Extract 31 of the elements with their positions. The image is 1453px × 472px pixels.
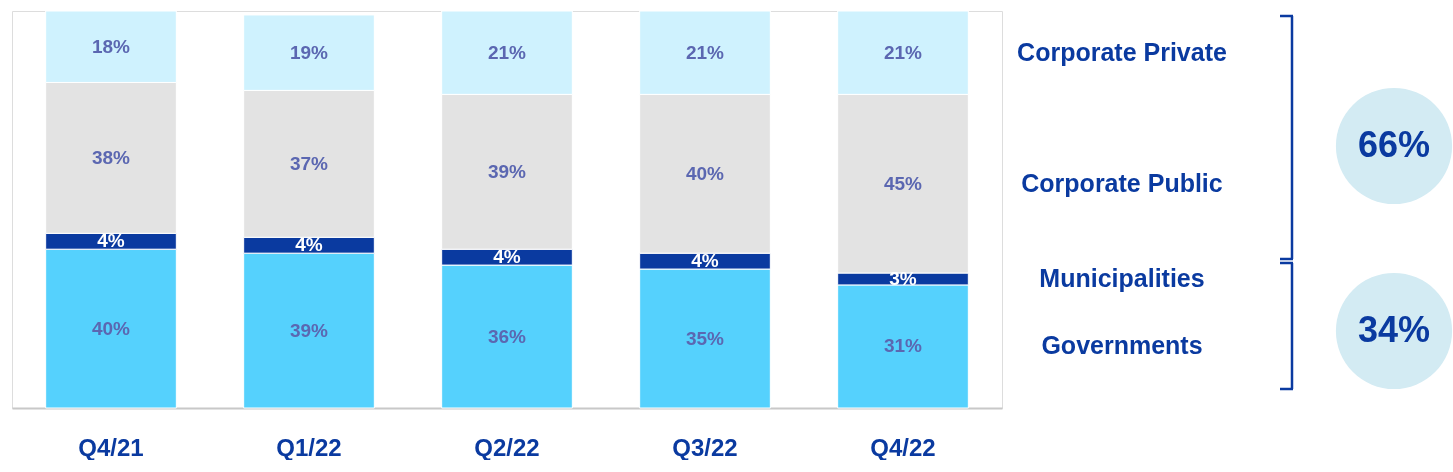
x-tick-label: Q1/22 (276, 433, 342, 461)
data-label: 38% (91, 146, 131, 168)
text: 34% (1357, 309, 1431, 350)
data-label: 40% (685, 162, 725, 184)
data-label: 21% (487, 41, 527, 63)
text: Corporate Public (1021, 168, 1223, 197)
data-label: 31% (883, 335, 923, 357)
data-label: 37% (289, 152, 329, 174)
data-label: 3% (889, 267, 917, 289)
x-tick-label: Q3/22 (672, 433, 738, 461)
text: Governments (1041, 331, 1203, 360)
text: Municipalities (1039, 263, 1205, 292)
data-label: 4% (691, 250, 719, 272)
data-label: 39% (487, 160, 527, 182)
data-label: 4% (493, 246, 521, 268)
data-label: 40% (91, 317, 131, 339)
data-label: 18% (91, 35, 131, 57)
data-label: 21% (883, 41, 923, 63)
data-label: 4% (97, 230, 125, 252)
text: 66% (1357, 124, 1431, 165)
data-label: 39% (289, 319, 329, 341)
data-label: 35% (685, 327, 725, 349)
x-tick-label: Q2/22 (474, 433, 540, 461)
data-label: 45% (883, 172, 923, 194)
series-label: Corporate Private (1017, 37, 1227, 66)
x-tick-label: Q4/22 (870, 433, 936, 461)
data-label: 19% (289, 41, 329, 63)
data-label: 36% (487, 325, 527, 347)
x-tick-label: Q4/21 (78, 433, 144, 461)
data-label: 21% (685, 41, 725, 63)
data-label: 4% (295, 234, 323, 256)
